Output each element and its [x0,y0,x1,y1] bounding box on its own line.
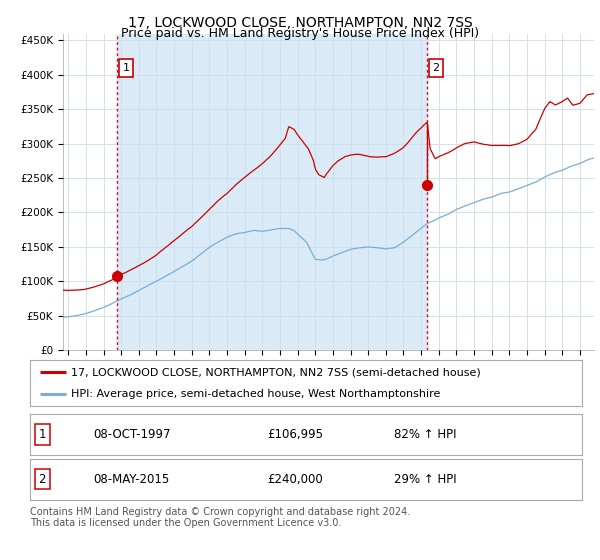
Text: £240,000: £240,000 [268,473,323,486]
Text: £106,995: £106,995 [268,428,323,441]
Text: 2: 2 [433,63,440,73]
Text: 2: 2 [38,473,46,486]
Text: 1: 1 [38,428,46,441]
Text: HPI: Average price, semi-detached house, West Northamptonshire: HPI: Average price, semi-detached house,… [71,389,441,399]
Text: 08-MAY-2015: 08-MAY-2015 [94,473,170,486]
Text: Contains HM Land Registry data © Crown copyright and database right 2024.
This d: Contains HM Land Registry data © Crown c… [30,507,410,529]
Text: 08-OCT-1997: 08-OCT-1997 [94,428,171,441]
Text: 17, LOCKWOOD CLOSE, NORTHAMPTON, NN2 7SS: 17, LOCKWOOD CLOSE, NORTHAMPTON, NN2 7SS [128,16,472,30]
Text: 1: 1 [122,63,130,73]
Bar [117,34,427,350]
Text: 29% ↑ HPI: 29% ↑ HPI [394,473,457,486]
Text: 82% ↑ HPI: 82% ↑ HPI [394,428,457,441]
Text: Price paid vs. HM Land Registry's House Price Index (HPI): Price paid vs. HM Land Registry's House … [121,27,479,40]
Text: 17, LOCKWOOD CLOSE, NORTHAMPTON, NN2 7SS (semi-detached house): 17, LOCKWOOD CLOSE, NORTHAMPTON, NN2 7SS… [71,367,481,377]
